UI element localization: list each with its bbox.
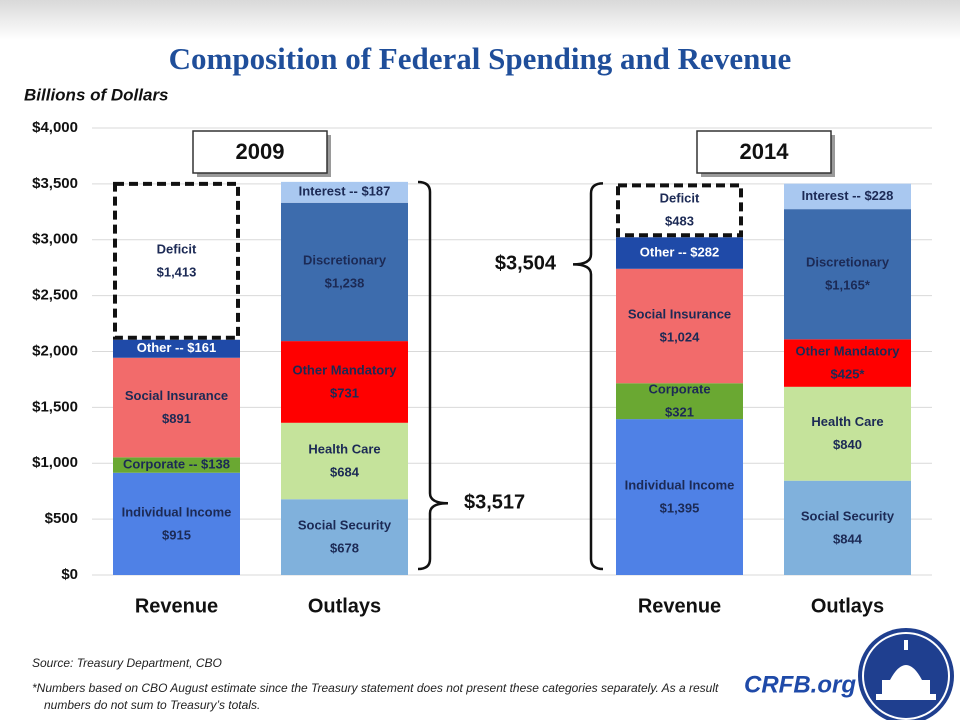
footnote: *Numbers based on CBO August estimate si… bbox=[32, 681, 719, 712]
x-tick-label: Outlays bbox=[308, 595, 381, 617]
bar-segment bbox=[616, 419, 743, 575]
segment-name: Deficit bbox=[660, 191, 700, 206]
data-label: $1,413 bbox=[157, 264, 197, 279]
bars: Revenue Individual Income $915 Corporate --… bbox=[113, 130, 911, 617]
data-label: $1,238 bbox=[325, 275, 365, 290]
segment-name: Corporate bbox=[648, 382, 710, 397]
y-tick-label: $0 bbox=[61, 566, 78, 583]
segment-name: Social Insurance bbox=[628, 306, 731, 321]
x-tick-label: Revenue bbox=[638, 595, 721, 617]
segment-name: Individual Income bbox=[122, 504, 232, 519]
x-tick-label: Revenue bbox=[135, 595, 218, 617]
segment-name: Social Security bbox=[801, 508, 895, 523]
source: Source: Treasury Department, CBO bbox=[32, 656, 222, 670]
data-label: $840 bbox=[833, 437, 862, 452]
bar-segment bbox=[281, 181, 408, 203]
group-box bbox=[696, 130, 832, 174]
brace bbox=[572, 182, 604, 571]
deficit-segment bbox=[616, 183, 743, 238]
segment-name: Social Security bbox=[298, 518, 392, 533]
data-label: $915 bbox=[162, 527, 191, 542]
segment-name: Other Mandatory bbox=[795, 344, 900, 359]
group-label: 2009 bbox=[236, 139, 285, 164]
total-label: $3,517 bbox=[464, 491, 525, 513]
bar-segment bbox=[784, 386, 911, 481]
segment-name: Social Insurance bbox=[125, 388, 228, 403]
bar-segment bbox=[113, 457, 240, 473]
data-label: $684 bbox=[330, 464, 360, 479]
segment-name: Discretionary bbox=[806, 255, 890, 270]
data-label: $321 bbox=[665, 405, 694, 420]
y-tick-label: $500 bbox=[45, 510, 78, 527]
y-tick-label: $4,000 bbox=[32, 119, 78, 136]
data-label: Interest -- $187 bbox=[299, 184, 391, 199]
data-label: Other -- $282 bbox=[640, 244, 719, 259]
data-label: $483 bbox=[665, 214, 694, 229]
bar-segment bbox=[113, 357, 240, 458]
deficit-segment bbox=[113, 181, 240, 340]
segment-name: Discretionary bbox=[303, 252, 387, 267]
bar-segment bbox=[784, 183, 911, 210]
segment-name: Deficit bbox=[157, 241, 197, 256]
y-tick-label: $2,000 bbox=[32, 342, 78, 359]
bar-segment bbox=[281, 202, 408, 342]
logo-capitol bbox=[876, 640, 936, 700]
group-label: 2014 bbox=[740, 139, 790, 164]
logo bbox=[858, 628, 954, 720]
data-label: $1,165* bbox=[825, 278, 871, 293]
bar-segment bbox=[616, 237, 743, 269]
y-axis-label: Billions of Dollars bbox=[24, 85, 169, 104]
y-tick-label: $1,500 bbox=[32, 398, 78, 415]
data-label: Other -- $161 bbox=[137, 340, 216, 355]
annotations: $3,517 $3,504 bbox=[417, 180, 604, 571]
y-tick-label: $3,000 bbox=[32, 231, 78, 248]
bar-segment bbox=[784, 209, 911, 340]
y-tick-label: $2,500 bbox=[32, 287, 78, 304]
data-label: $891 bbox=[162, 411, 191, 426]
logo-ring bbox=[862, 632, 950, 720]
segment-name: Health Care bbox=[308, 441, 380, 456]
x-tick-label: Outlays bbox=[811, 595, 884, 617]
data-label: Corporate -- $138 bbox=[123, 456, 230, 471]
header-band bbox=[0, 0, 960, 40]
bar-segment bbox=[281, 499, 408, 575]
y-tick-label: $1,000 bbox=[32, 454, 78, 471]
data-label: Interest -- $228 bbox=[802, 188, 894, 203]
bar-segment bbox=[281, 341, 408, 423]
y-tick-label: $3,500 bbox=[32, 175, 78, 192]
bar-segment bbox=[616, 268, 743, 384]
brace bbox=[417, 180, 449, 571]
group-box bbox=[192, 130, 328, 174]
chart-title: Composition of Federal Spending and Reve… bbox=[169, 41, 792, 76]
segment-name: Individual Income bbox=[625, 477, 735, 492]
segment-name: Health Care bbox=[811, 414, 883, 429]
data-label: $425* bbox=[831, 367, 866, 382]
bar-segment bbox=[784, 480, 911, 575]
bar-segment bbox=[113, 472, 240, 575]
bar-segment bbox=[616, 383, 743, 420]
data-label: $731 bbox=[330, 385, 359, 400]
data-label: $678 bbox=[330, 541, 359, 556]
data-label: $1,395 bbox=[660, 500, 700, 515]
data-label: $844 bbox=[833, 531, 863, 546]
segment-name: Other Mandatory bbox=[292, 362, 397, 377]
total-label: $3,504 bbox=[495, 253, 557, 275]
brand: CRFB.org bbox=[744, 671, 856, 698]
bar-segment bbox=[113, 339, 240, 358]
bar-segment bbox=[784, 339, 911, 387]
data-label: $1,024 bbox=[660, 329, 701, 344]
bar-segment bbox=[281, 422, 408, 500]
